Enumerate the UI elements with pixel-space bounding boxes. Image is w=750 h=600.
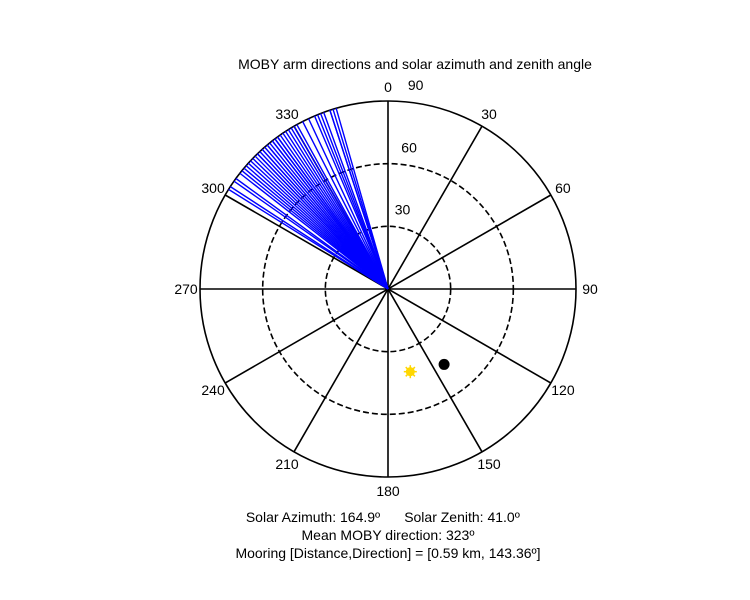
arm-line-43 <box>335 108 389 290</box>
azimuth-tick-label-120: 120 <box>551 382 575 398</box>
solar-point-ray-7 <box>411 366 416 371</box>
solar-azimuth-label: Solar Azimuth: 164.9º <box>246 509 380 525</box>
moby-arm-lines <box>228 108 389 290</box>
azimuth-tick-label-150: 150 <box>477 456 501 472</box>
azimuth-tick-label-270: 270 <box>174 281 198 297</box>
azimuth-tick-label-90: 90 <box>582 281 598 297</box>
radial-tick-label-60: 60 <box>401 139 417 155</box>
mooring-label: Mooring [Distance,Direction] = [0.59 km,… <box>235 545 540 561</box>
arm-line-34 <box>302 121 389 290</box>
azimuth-tick-label-30: 30 <box>481 106 497 122</box>
solar-point-ray-3 <box>405 373 409 377</box>
azimuth-tick-label-330: 330 <box>275 106 299 122</box>
solar-point <box>403 365 417 379</box>
arm-line-39 <box>323 112 389 290</box>
arm-line-1 <box>229 186 389 290</box>
azimuth-tick-label-300: 300 <box>201 180 225 196</box>
arm-line-3 <box>235 177 389 290</box>
chart-title: MOBY arm directions and solar azimuth an… <box>238 56 592 72</box>
outer-circle <box>199 100 577 478</box>
arm-line-35 <box>307 118 389 290</box>
polar-points <box>403 358 450 379</box>
arm-line-33 <box>296 124 389 290</box>
polar-tick-labels: 0 30 60 90 120 150 180 210 240 270 300 330 30 60 90 <box>174 77 598 499</box>
azimuth-tick-label-0: 0 <box>384 79 392 95</box>
mean-moby-direction-label: Mean MOBY direction: 323º <box>302 527 475 543</box>
solar-point-ray-1 <box>411 373 416 377</box>
radial-tick-label-90: 90 <box>408 77 424 93</box>
radial-tick-label-30: 30 <box>395 202 411 218</box>
ring-30 <box>324 225 452 353</box>
mooring-point <box>438 358 450 370</box>
solar-point-ray-5 <box>405 366 409 371</box>
azimuth-tick-label-180: 180 <box>376 483 400 499</box>
ring-60 <box>261 162 515 416</box>
solar-zenith-label: Solar Zenith: 41.0º <box>404 509 520 525</box>
azimuth-tick-label-60: 60 <box>555 180 571 196</box>
azimuth-tick-label-210: 210 <box>275 456 299 472</box>
azimuth-tick-label-240: 240 <box>201 382 225 398</box>
